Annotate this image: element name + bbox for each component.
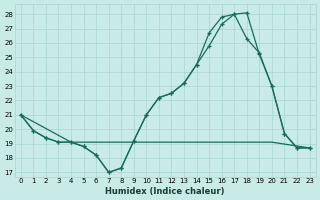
X-axis label: Humidex (Indice chaleur): Humidex (Indice chaleur) — [106, 187, 225, 196]
